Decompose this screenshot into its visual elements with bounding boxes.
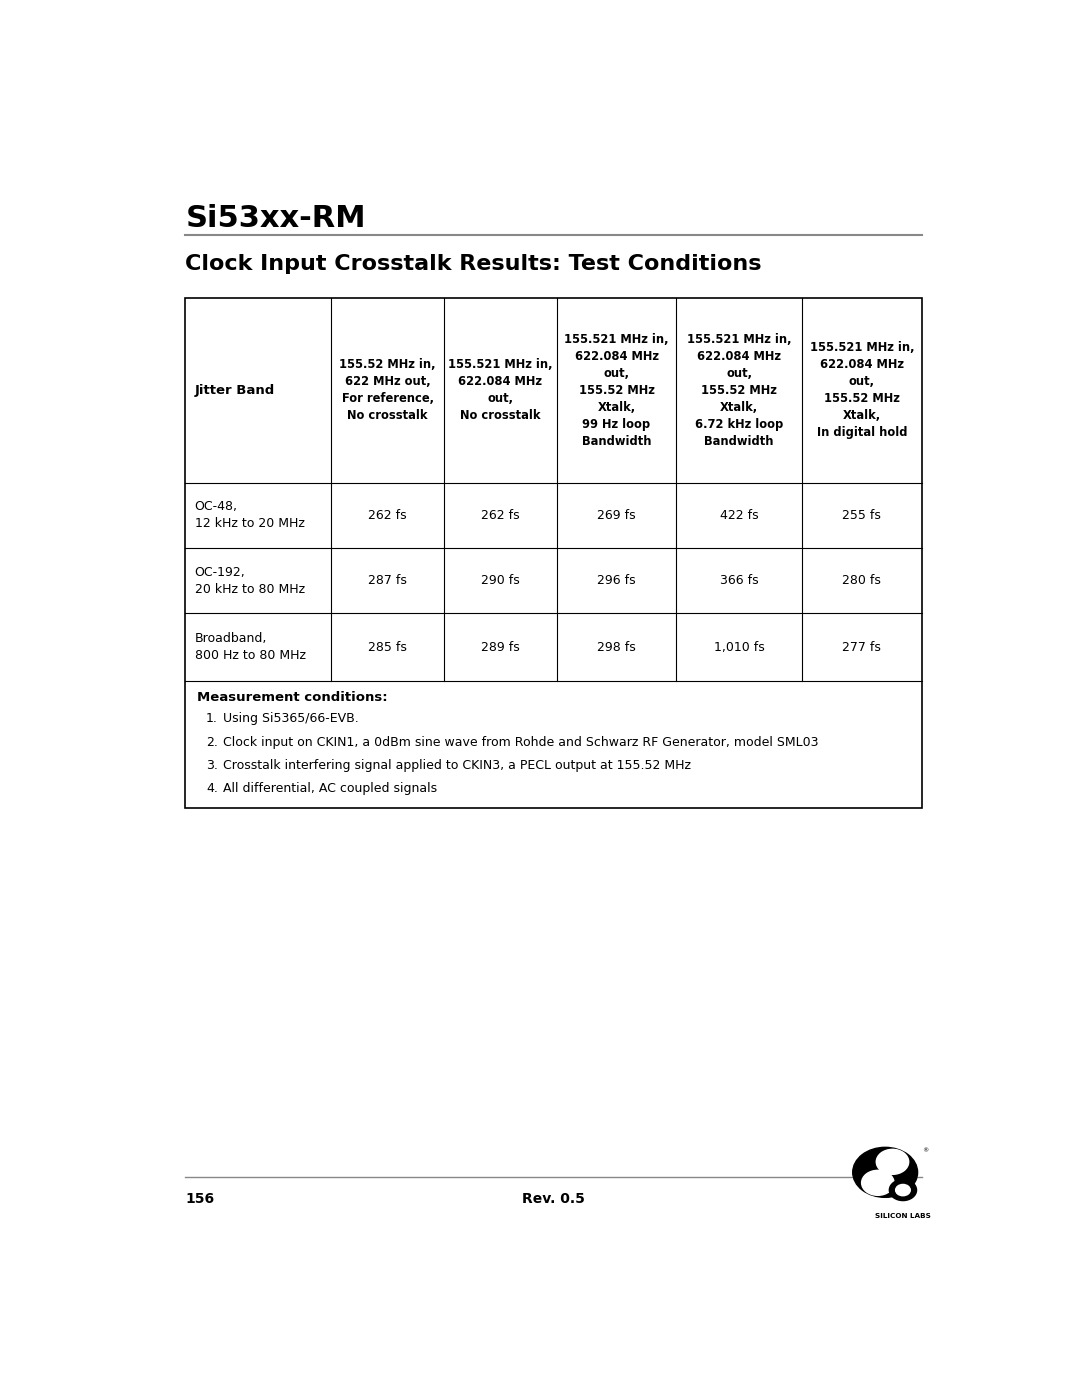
Text: 277 fs: 277 fs	[842, 641, 881, 654]
Text: Rev. 0.5: Rev. 0.5	[522, 1192, 585, 1206]
Text: 298 fs: 298 fs	[597, 641, 636, 654]
Text: Measurement conditions:: Measurement conditions:	[197, 692, 388, 704]
Text: 156: 156	[186, 1192, 215, 1206]
Text: 155.521 MHz in,
622.084 MHz
out,
No crosstalk: 155.521 MHz in, 622.084 MHz out, No cros…	[448, 358, 553, 422]
Text: 1,010 fs: 1,010 fs	[714, 641, 765, 654]
Text: 2.: 2.	[206, 735, 218, 749]
Text: 3.: 3.	[206, 759, 218, 773]
Text: Si53xx-RM: Si53xx-RM	[186, 204, 366, 233]
Text: 262 fs: 262 fs	[368, 509, 407, 522]
Text: Crosstalk interfering signal applied to CKIN3, a PECL output at 155.52 MHz: Crosstalk interfering signal applied to …	[222, 759, 690, 773]
Text: Clock input on CKIN1, a 0dBm sine wave from Rohde and Schwarz RF Generator, mode: Clock input on CKIN1, a 0dBm sine wave f…	[222, 735, 818, 749]
Text: All differential, AC coupled signals: All differential, AC coupled signals	[222, 782, 436, 795]
Text: 255 fs: 255 fs	[842, 509, 881, 522]
Text: 262 fs: 262 fs	[481, 509, 519, 522]
Text: 422 fs: 422 fs	[720, 509, 758, 522]
Text: 287 fs: 287 fs	[368, 574, 407, 587]
Bar	[186, 298, 921, 809]
Text: 4.: 4.	[206, 782, 218, 795]
Text: 296 fs: 296 fs	[597, 574, 636, 587]
Text: Clock Input Crosstalk Results: Test Conditions: Clock Input Crosstalk Results: Test Cond…	[186, 254, 761, 274]
Text: Jitter Band: Jitter Band	[194, 384, 275, 397]
Text: 155.521 MHz in,
622.084 MHz
out,
155.52 MHz
Xtalk,
6.72 kHz loop
Bandwidth: 155.521 MHz in, 622.084 MHz out, 155.52 …	[687, 332, 792, 447]
Text: Using Si5365/66-EVB.: Using Si5365/66-EVB.	[222, 712, 359, 725]
Text: 155.52 MHz in,
622 MHz out,
For reference,
No crosstalk: 155.52 MHz in, 622 MHz out, For referenc…	[339, 358, 436, 422]
Text: 155.521 MHz in,
622.084 MHz
out,
155.52 MHz
Xtalk,
In digital hold: 155.521 MHz in, 622.084 MHz out, 155.52 …	[810, 341, 914, 439]
Text: 269 fs: 269 fs	[597, 509, 636, 522]
Text: 155.521 MHz in,
622.084 MHz
out,
155.52 MHz
Xtalk,
99 Hz loop
Bandwidth: 155.521 MHz in, 622.084 MHz out, 155.52 …	[564, 332, 669, 447]
Text: 280 fs: 280 fs	[842, 574, 881, 587]
Text: 1.: 1.	[206, 712, 218, 725]
Text: OC-48,
12 kHz to 20 MHz: OC-48, 12 kHz to 20 MHz	[194, 500, 305, 531]
Text: 366 fs: 366 fs	[720, 574, 758, 587]
Text: 285 fs: 285 fs	[368, 641, 407, 654]
Text: Broadband,
800 Hz to 80 MHz: Broadband, 800 Hz to 80 MHz	[194, 633, 306, 662]
Text: 290 fs: 290 fs	[481, 574, 519, 587]
Text: 289 fs: 289 fs	[481, 641, 519, 654]
Text: OC-192,
20 kHz to 80 MHz: OC-192, 20 kHz to 80 MHz	[194, 566, 305, 595]
